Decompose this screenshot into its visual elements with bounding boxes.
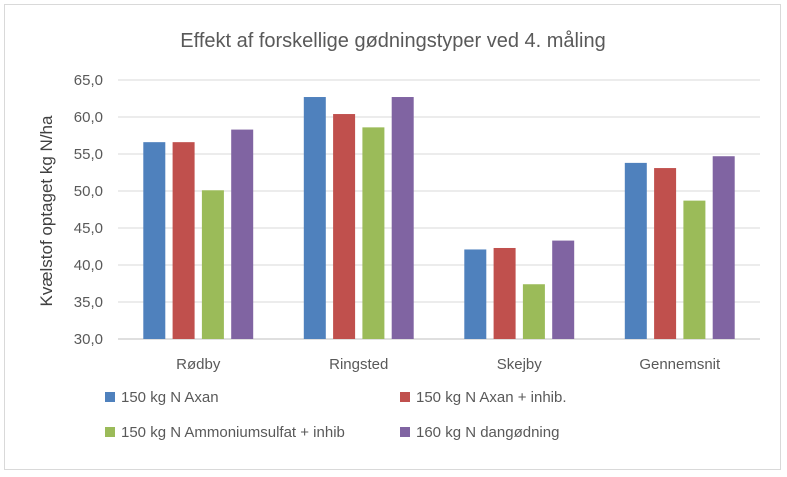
y-tick-label: 65,0: [74, 72, 103, 89]
y-tick-label: 40,0: [74, 257, 103, 274]
bar-ringsted-series-1: [303, 97, 326, 340]
legend-label: 160 kg N dangødning: [416, 424, 559, 441]
bar-skejby-series-3: [522, 284, 545, 339]
bar-ringsted-series-2: [333, 114, 356, 339]
bar-skejby-series-1: [464, 249, 487, 339]
bar-rødby-series-1: [143, 142, 166, 339]
x-tick-labels: Rødby Ringsted Skejby Gennemsnit: [176, 356, 721, 373]
bar-skejby-series-2: [493, 247, 516, 339]
bar-rødby-series-2: [172, 142, 195, 339]
y-tick-labels: 30,0 35,0 40,0 45,0 50,0 55,0 60,0 65,0: [74, 72, 103, 348]
legend-swatch: [105, 427, 115, 437]
chart-title: Effekt af forskellige gødningstyper ved …: [180, 30, 605, 52]
y-tick-label: 45,0: [74, 220, 103, 237]
legend-swatch: [105, 392, 115, 402]
y-tick-label: 35,0: [74, 294, 103, 311]
legend-label: 150 kg N Ammoniumsulfat + inhib: [121, 424, 345, 441]
bars: [143, 97, 735, 340]
legend-label: 150 kg N Axan + inhib.: [416, 389, 567, 406]
bar-gennemsnit-series-4: [712, 156, 735, 339]
bar-skejby-series-4: [552, 240, 575, 339]
y-tick-label: 60,0: [74, 109, 103, 126]
bar-rødby-series-3: [201, 190, 224, 339]
legend-swatch: [400, 392, 410, 402]
bar-ringsted-series-3: [362, 127, 385, 339]
gridlines: [118, 79, 760, 340]
x-tick-label: Rødby: [176, 356, 221, 373]
bar-gennemsnit-series-2: [654, 168, 677, 339]
bar-ringsted-series-4: [391, 97, 414, 340]
legend-swatch: [400, 427, 410, 437]
x-tick-label: Gennemsnit: [639, 356, 721, 373]
y-axis-label: Kvælstof optaget kg N/ha: [37, 115, 56, 306]
legend: 150 kg N Axan 150 kg N Axan + inhib. 150 k…: [105, 389, 567, 441]
bar-rødby-series-4: [231, 129, 254, 339]
x-tick-label: Ringsted: [329, 356, 388, 373]
y-tick-label: 30,0: [74, 331, 103, 348]
y-tick-label: 50,0: [74, 183, 103, 200]
legend-label: 150 kg N Axan: [121, 389, 219, 406]
y-tick-label: 55,0: [74, 146, 103, 163]
bar-gennemsnit-series-3: [683, 200, 706, 339]
bar-gennemsnit-series-1: [624, 162, 647, 339]
x-tick-label: Skejby: [497, 356, 543, 373]
